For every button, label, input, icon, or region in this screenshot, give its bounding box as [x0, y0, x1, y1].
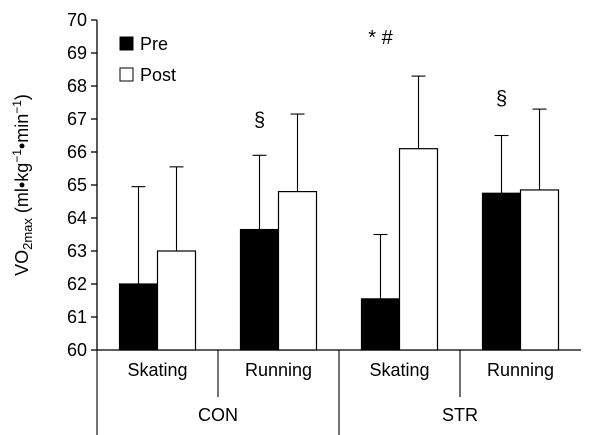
plot-area: 60 61 62 63 64 65 66 67 68 69 70 § * # § Skating Runn… — [67, 10, 581, 435]
y-tick-label: 64 — [67, 208, 87, 228]
x-axis-labels: Skating Running Skating Running CON STR — [96, 350, 554, 435]
y-tick-label: 70 — [67, 10, 87, 30]
y-tick-label: 62 — [67, 274, 87, 294]
y-tick-label: 65 — [67, 175, 87, 195]
bar-pre — [481, 192, 522, 351]
y-label-part-min: •min — [12, 114, 32, 149]
significance-marker: * # — [368, 27, 393, 49]
x-category-label: Running — [487, 360, 554, 380]
y-tick-label: 63 — [67, 241, 87, 261]
x-group-label: STR — [442, 405, 478, 425]
significance-marker: § — [254, 110, 265, 132]
legend-swatch-post — [119, 67, 134, 82]
y-label-part-vo: VO — [12, 250, 32, 276]
bar-post — [519, 189, 560, 351]
y-label-part-units: (ml•kg — [12, 163, 32, 218]
y-tick-label: 67 — [67, 109, 87, 129]
y-tick-label: 68 — [67, 76, 87, 96]
x-category-label: Skating — [127, 360, 187, 380]
legend-label-pre: Pre — [140, 34, 168, 54]
bar-post — [277, 191, 318, 351]
significance-marker: § — [496, 88, 507, 110]
annotations: § * # § — [254, 27, 507, 131]
bars — [118, 75, 560, 351]
bar-pre — [239, 228, 280, 351]
y-tick-label: 61 — [67, 307, 87, 327]
bar-pre — [360, 298, 401, 351]
legend-label-post: Post — [140, 65, 176, 85]
legend: Pre Post — [119, 34, 176, 85]
y-label-part-2max: 2max — [20, 218, 35, 250]
x-category-label: Running — [245, 360, 312, 380]
x-category-label: Skating — [369, 360, 429, 380]
bar-post — [156, 250, 197, 351]
y-label-part-exp1: −1 — [10, 149, 24, 163]
bar-pre — [118, 283, 159, 351]
y-tick-label: 66 — [67, 142, 87, 162]
y-label-part-close: ) — [12, 94, 32, 100]
legend-swatch-pre — [119, 36, 134, 51]
y-tick-label: 69 — [67, 43, 87, 63]
x-group-label: CON — [198, 405, 238, 425]
y-label-part-exp2: −1 — [10, 100, 24, 114]
y-axis-ticks: 60 61 62 63 64 65 66 67 68 69 70 — [67, 10, 97, 360]
y-tick-label: 60 — [67, 340, 87, 360]
bar-post — [398, 148, 439, 351]
y-axis-label: VO2max (ml•kg−1•min−1) — [10, 94, 35, 276]
